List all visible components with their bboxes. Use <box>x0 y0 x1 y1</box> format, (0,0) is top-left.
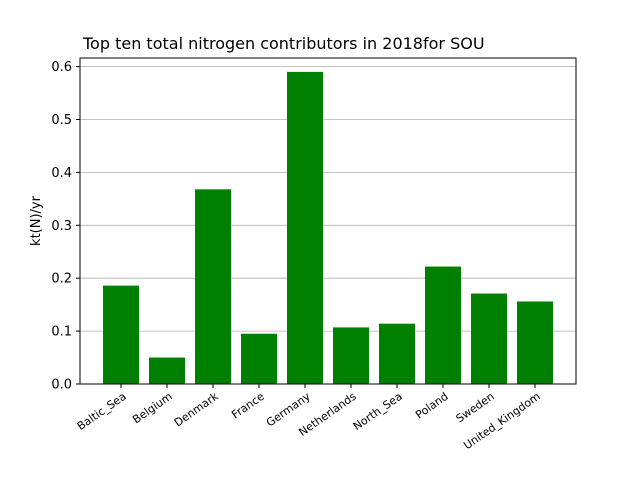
gridlines <box>80 66 576 385</box>
y-tick-label: 0.3 <box>51 219 72 234</box>
y-tick-label: 0.2 <box>51 272 72 287</box>
bar-netherlands <box>333 327 369 384</box>
bar-sweden <box>471 293 507 384</box>
bar-baltic-sea <box>103 285 139 384</box>
y-tick-label: 0.1 <box>51 325 72 340</box>
x-tick-label: Belgium <box>130 390 174 427</box>
x-tick-label: Poland <box>413 390 451 422</box>
x-tick-label: Sweden <box>454 390 497 426</box>
bar-poland <box>425 266 461 384</box>
y-axis-label: kt(N)/yr <box>29 195 44 246</box>
plot-frame <box>79 57 577 385</box>
chart-title: Top ten total nitrogen contributors in 2… <box>82 34 485 53</box>
y-tick-label: 0.6 <box>51 60 72 75</box>
bar-north-sea <box>379 323 415 384</box>
y-tick-label: 0.4 <box>51 166 72 181</box>
bar-united-kingdom <box>517 301 553 384</box>
bar-belgium <box>149 357 185 384</box>
x-tick-label: United_Kingdom <box>461 390 542 452</box>
x-tick-label: North_Sea <box>351 390 405 433</box>
y-tick-label: 0.5 <box>51 113 72 128</box>
bars-group <box>103 71 553 384</box>
bar-germany <box>287 71 323 384</box>
x-tick-label: Denmark <box>172 389 221 429</box>
bar-france <box>241 333 277 384</box>
x-tick-label: France <box>229 390 267 422</box>
y-tick-label: 0.0 <box>51 378 72 393</box>
bar-denmark <box>195 189 231 384</box>
x-tick-label: Baltic_Sea <box>75 390 129 433</box>
y-axis-ticks: 0.0 0.1 0.2 0.3 0.4 0.5 0.6 <box>51 60 80 393</box>
